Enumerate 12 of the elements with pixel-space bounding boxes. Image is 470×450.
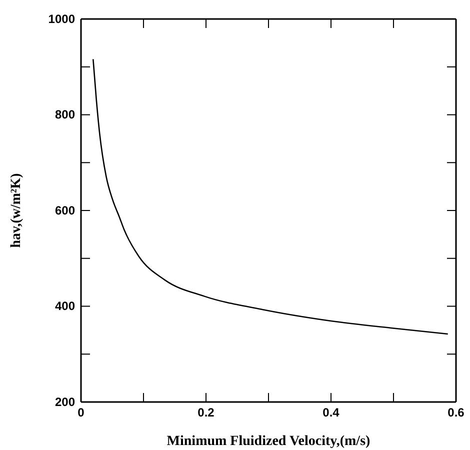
x-axis-title: Minimum Fluidized Velocity,(m/s) xyxy=(166,434,371,449)
x-tick-label: 0.6 xyxy=(448,406,465,420)
line-series xyxy=(92,58,449,335)
y-axis-title: hav,(w/m²K) xyxy=(9,172,24,248)
y-tick-label: 800 xyxy=(54,108,76,122)
x-tick-label: 0.4 xyxy=(322,406,340,420)
y-tick-label: 1000 xyxy=(48,12,76,26)
y-tick-label: 600 xyxy=(54,203,76,218)
y-tick-label: 400 xyxy=(54,299,76,314)
x-tick-label: 0 xyxy=(78,406,85,420)
x-tick-label: 0.2 xyxy=(198,406,215,420)
y-tick-label: 200 xyxy=(54,394,76,409)
